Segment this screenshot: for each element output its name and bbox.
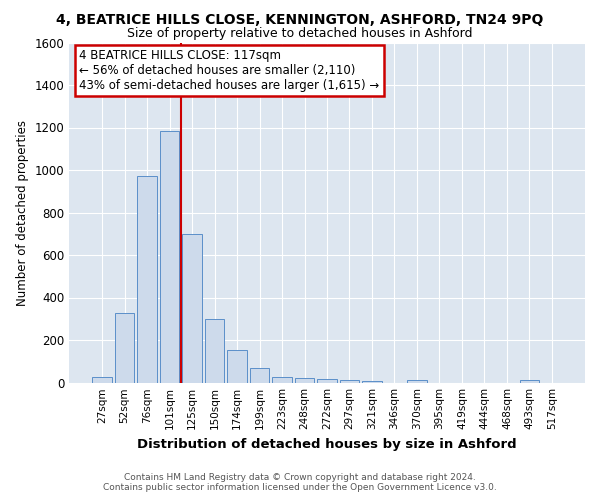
- Text: 4 BEATRICE HILLS CLOSE: 117sqm
← 56% of detached houses are smaller (2,110)
43% : 4 BEATRICE HILLS CLOSE: 117sqm ← 56% of …: [79, 50, 380, 92]
- Text: Contains HM Land Registry data © Crown copyright and database right 2024.
Contai: Contains HM Land Registry data © Crown c…: [103, 473, 497, 492]
- Bar: [520, 380, 539, 382]
- X-axis label: Distribution of detached houses by size in Ashford: Distribution of detached houses by size …: [137, 438, 517, 451]
- Bar: [362, 381, 382, 382]
- Bar: [115, 314, 134, 382]
- Bar: [160, 130, 179, 382]
- Bar: [272, 376, 292, 382]
- Bar: [295, 378, 314, 382]
- Bar: [227, 350, 247, 382]
- Y-axis label: Number of detached properties: Number of detached properties: [16, 120, 29, 306]
- Bar: [340, 380, 359, 382]
- Bar: [407, 380, 427, 382]
- Bar: [137, 176, 157, 382]
- Text: Size of property relative to detached houses in Ashford: Size of property relative to detached ho…: [127, 28, 473, 40]
- Bar: [250, 368, 269, 382]
- Text: 4, BEATRICE HILLS CLOSE, KENNINGTON, ASHFORD, TN24 9PQ: 4, BEATRICE HILLS CLOSE, KENNINGTON, ASH…: [56, 12, 544, 26]
- Bar: [92, 377, 112, 382]
- Bar: [205, 319, 224, 382]
- Bar: [317, 380, 337, 382]
- Bar: [182, 234, 202, 382]
